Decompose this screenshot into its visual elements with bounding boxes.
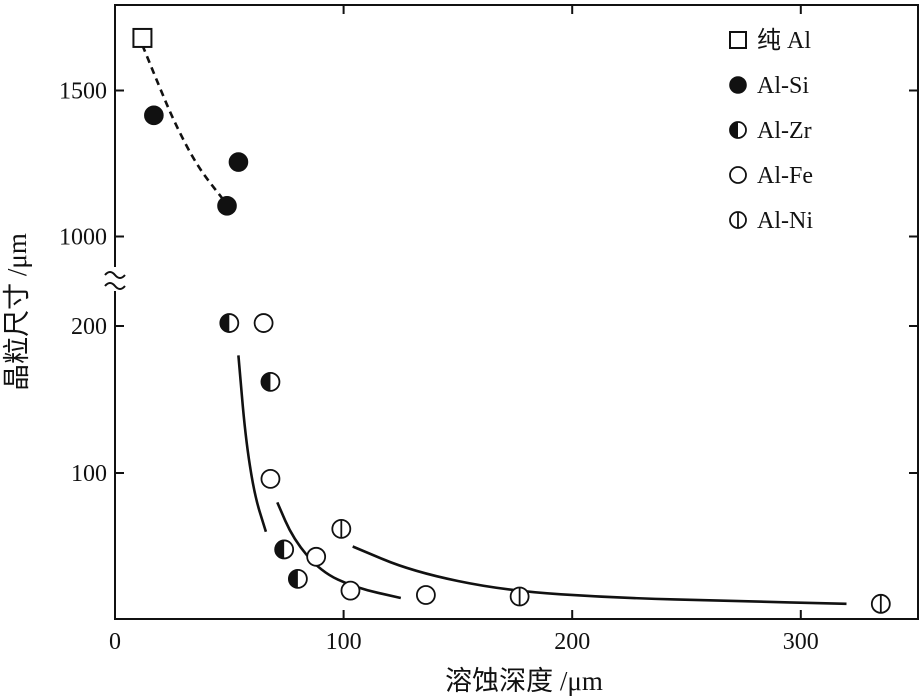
y-tick-label: 100 — [71, 461, 107, 487]
point-open-circle — [415, 585, 436, 605]
x-tick-label: 0 — [109, 629, 121, 655]
point-filled-circle — [217, 196, 237, 216]
point-vertical-bar-circle — [331, 518, 352, 539]
x-tick-label: 300 — [783, 629, 819, 655]
x-tick-label: 200 — [554, 629, 590, 655]
legend-marker — [729, 166, 747, 184]
legend: 纯 Al Al-Si Al-Zr Al-Fe Al-Ni — [729, 27, 813, 234]
legend-label: Al-Si — [757, 73, 809, 99]
legend-label: Al-Zr — [757, 118, 812, 144]
legend-marker — [729, 211, 747, 229]
legend-marker — [729, 31, 747, 49]
point-open-square — [132, 27, 153, 48]
legend-label: Al-Ni — [757, 208, 813, 234]
point-open-circle — [253, 313, 274, 333]
point-half-filled-circle — [219, 313, 240, 333]
fit-curve — [237, 355, 268, 533]
tick-labels: 0 100 200 300 1000 1500 100 200 — [59, 79, 819, 656]
ticks — [114, 5, 918, 619]
x-axis-title: 溶蚀深度 /μm — [445, 666, 603, 696]
y-tick-label: 1000 — [59, 225, 107, 251]
point-vertical-bar-circle — [870, 593, 891, 614]
y-axis-title: 晶粒尺寸 /μm — [2, 233, 32, 391]
data-markers — [132, 27, 891, 614]
legend-label: 纯 Al — [757, 27, 811, 54]
point-half-filled-circle — [287, 568, 308, 589]
plot-frame — [114, 4, 919, 620]
y-tick-label: 200 — [71, 314, 107, 340]
legend-marker — [729, 121, 747, 139]
point-open-circle — [260, 468, 281, 489]
point-open-circle — [340, 580, 361, 601]
dashed-fit-curve — [141, 44, 224, 200]
legend-marker — [729, 76, 747, 94]
point-open-circle — [306, 546, 327, 567]
legend-label: Al-Fe — [757, 163, 813, 189]
y-tick-label: 1500 — [59, 79, 107, 105]
point-filled-circle — [228, 152, 249, 172]
point-half-filled-circle — [274, 539, 295, 560]
point-vertical-bar-circle — [509, 586, 530, 607]
point-half-filled-circle — [260, 371, 281, 392]
axis-break — [104, 267, 126, 291]
x-tick-label: 100 — [326, 629, 362, 655]
point-filled-circle — [144, 105, 164, 126]
fit-curve — [352, 545, 847, 606]
